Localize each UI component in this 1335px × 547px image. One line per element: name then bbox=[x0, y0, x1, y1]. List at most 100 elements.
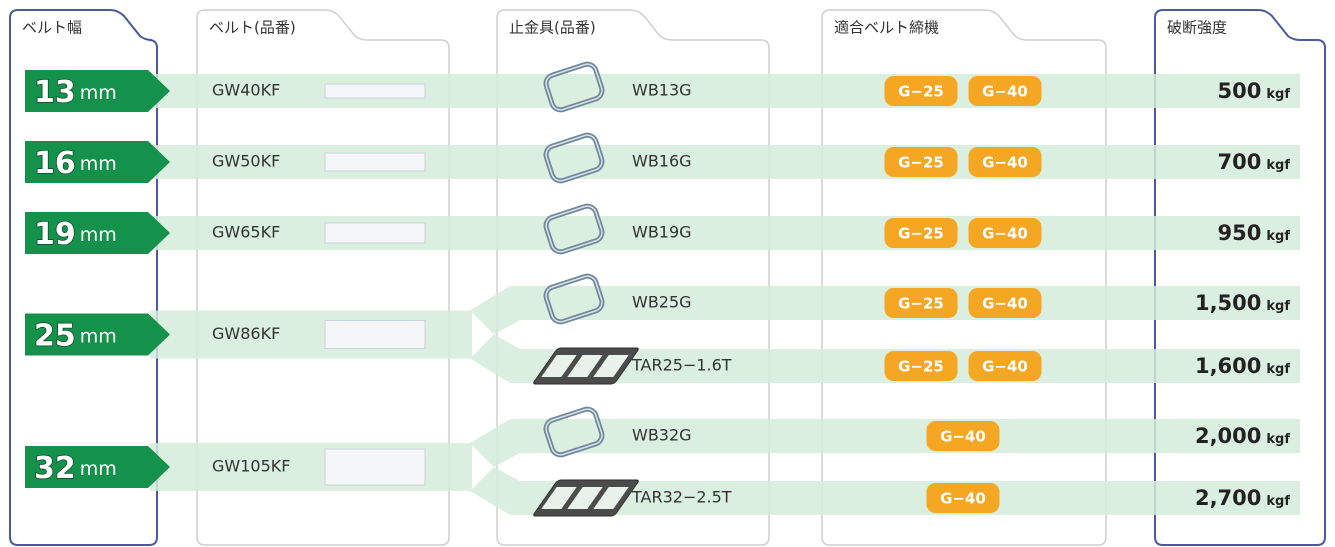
width-value: 13 bbox=[34, 75, 76, 110]
strength-unit: kgf bbox=[1266, 229, 1290, 244]
machine-label: G−25 bbox=[898, 154, 944, 172]
wire-buckle bbox=[543, 203, 605, 255]
machine-label: G−40 bbox=[940, 428, 986, 446]
plate-hole bbox=[593, 355, 629, 377]
column-box bbox=[821, 9, 1107, 546]
width-value: 25 bbox=[34, 318, 76, 353]
strength: 2,700 kgf bbox=[1195, 486, 1290, 510]
buckle-code: TAR32−2.5T bbox=[631, 488, 732, 507]
machine-pill bbox=[926, 421, 1000, 451]
machine-pill bbox=[968, 218, 1042, 248]
plate-hole bbox=[541, 355, 577, 377]
machine-label: G−25 bbox=[898, 295, 944, 313]
width-label: 19 mm bbox=[34, 217, 117, 252]
width-label: 25 mm bbox=[34, 318, 117, 353]
row-band bbox=[150, 74, 1300, 108]
width-unit: mm bbox=[80, 82, 117, 104]
buckle-code: TAR25−1.6T bbox=[631, 356, 732, 375]
machine-pill bbox=[884, 76, 958, 106]
width-label: 13 mm bbox=[34, 75, 117, 110]
belt-code: GW50KF bbox=[212, 152, 280, 171]
strength: 700 kgf bbox=[1218, 150, 1291, 174]
width-unit: mm bbox=[80, 458, 117, 480]
strength-value: 2,000 bbox=[1195, 424, 1261, 448]
width-label: 32 mm bbox=[34, 451, 117, 486]
row-band bbox=[470, 419, 1300, 467]
machine-label: G−40 bbox=[982, 83, 1028, 101]
strength-value: 700 bbox=[1218, 150, 1262, 174]
machine-label: G−25 bbox=[898, 225, 944, 243]
strength-value: 1,600 bbox=[1195, 354, 1261, 378]
machine-pill bbox=[968, 76, 1042, 106]
wire-shine bbox=[545, 275, 603, 323]
wire-shine bbox=[545, 63, 603, 111]
row-band bbox=[470, 467, 1300, 515]
strength-unit: kgf bbox=[1266, 158, 1290, 173]
row-band bbox=[150, 216, 1300, 250]
strength-value: 500 bbox=[1218, 79, 1262, 103]
wire-buckle bbox=[543, 406, 605, 458]
width-unit: mm bbox=[80, 325, 117, 347]
machine-pill bbox=[926, 483, 1000, 513]
machine-pill bbox=[968, 147, 1042, 177]
column-box bbox=[1154, 9, 1326, 546]
strength-unit: kgf bbox=[1266, 362, 1290, 377]
buckle-code: WB13G bbox=[632, 81, 692, 100]
machine-pill bbox=[884, 218, 958, 248]
machine-label: G−25 bbox=[898, 83, 944, 101]
wire-buckle bbox=[543, 132, 605, 184]
machine-pill bbox=[884, 147, 958, 177]
width-arrow bbox=[25, 141, 170, 183]
belt-code: GW40KF bbox=[212, 81, 280, 100]
width-arrow bbox=[25, 313, 170, 356]
strength-unit: kgf bbox=[1266, 432, 1290, 447]
buckle-code: WB16G bbox=[632, 152, 692, 171]
belt-code: GW105KF bbox=[212, 457, 290, 476]
belt-image bbox=[324, 222, 426, 244]
machine-pill bbox=[968, 288, 1042, 318]
column-header: ベルト幅 bbox=[22, 19, 82, 37]
plate-hole bbox=[567, 355, 603, 377]
wire-buckle bbox=[543, 273, 605, 325]
width-arrow bbox=[25, 70, 170, 112]
strength: 1,500 kgf bbox=[1195, 291, 1290, 315]
machine-label: G−40 bbox=[982, 225, 1028, 243]
machine-label: G−25 bbox=[898, 358, 944, 376]
column-header: 破断強度 bbox=[1167, 19, 1227, 37]
belt-image bbox=[324, 83, 426, 99]
strength-unit: kgf bbox=[1266, 494, 1290, 509]
belt-code: GW86KF bbox=[212, 324, 280, 343]
belt-image bbox=[324, 320, 426, 349]
belt-image bbox=[324, 152, 426, 172]
plate-hole bbox=[541, 487, 577, 509]
strength-value: 2,700 bbox=[1195, 486, 1261, 510]
machine-pill bbox=[884, 288, 958, 318]
machine-pill bbox=[968, 351, 1042, 381]
machine-pill bbox=[884, 351, 958, 381]
belt-code: GW65KF bbox=[212, 223, 280, 242]
wire-shine bbox=[545, 205, 603, 253]
strength-value: 1,500 bbox=[1195, 291, 1261, 315]
buckle-code: WB19G bbox=[632, 223, 692, 242]
strength: 1,600 kgf bbox=[1195, 354, 1290, 378]
wire-shine bbox=[545, 134, 603, 182]
strength-unit: kgf bbox=[1266, 299, 1290, 314]
buckle-code: WB25G bbox=[632, 293, 692, 312]
strength-value: 950 bbox=[1218, 221, 1262, 245]
column-box bbox=[196, 9, 450, 546]
width-value: 19 bbox=[34, 217, 76, 252]
strength: 2,000 kgf bbox=[1195, 424, 1290, 448]
column-header: ベルト(品番) bbox=[209, 19, 296, 37]
plate-buckle bbox=[533, 347, 639, 385]
machine-label: G−40 bbox=[940, 490, 986, 508]
plate-hole bbox=[593, 487, 629, 509]
width-unit: mm bbox=[80, 153, 117, 175]
width-arrow bbox=[25, 212, 170, 254]
strength: 500 kgf bbox=[1218, 79, 1291, 103]
plate-hole bbox=[567, 487, 603, 509]
width-value: 16 bbox=[34, 146, 76, 181]
column-header: 適合ベルト締機 bbox=[834, 19, 939, 37]
plate-buckle bbox=[533, 479, 639, 517]
wire-shine bbox=[545, 408, 603, 456]
